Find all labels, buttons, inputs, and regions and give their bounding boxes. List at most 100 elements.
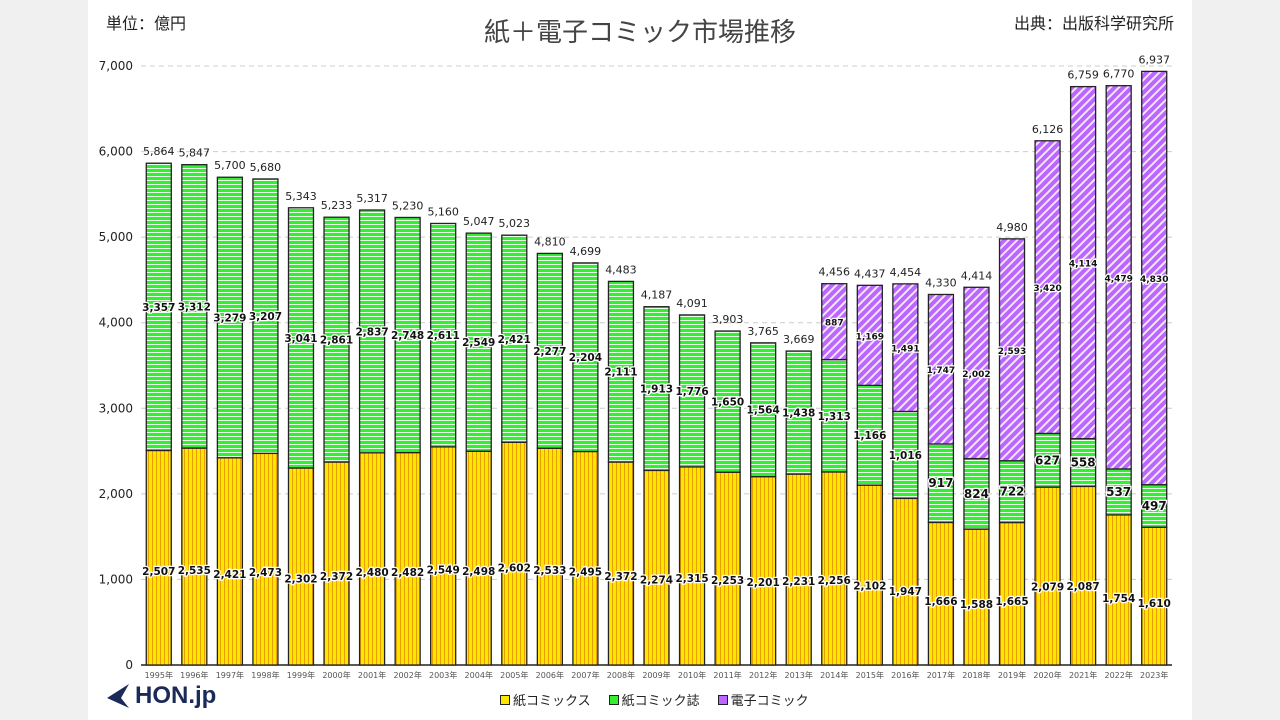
data-label: 2,549: [462, 337, 495, 349]
bar-segment: [856, 484, 883, 666]
bar-segment: [323, 461, 350, 666]
data-label: 1,016: [889, 450, 922, 462]
total-label: 4,187: [641, 289, 673, 302]
bar-segment: [430, 446, 457, 666]
x-tick-label: 2018年: [962, 670, 990, 680]
x-tick-label: 2008年: [607, 670, 635, 680]
legend-swatch: [500, 694, 510, 705]
bar-segment: [785, 473, 812, 666]
x-tick-label: 2002年: [393, 670, 421, 680]
bar-segment: [287, 467, 315, 666]
data-label: 1,666: [924, 596, 957, 608]
x-tick-label: 2021年: [1069, 670, 1097, 680]
y-tick-label: 5,000: [99, 230, 133, 244]
bar-segment: [998, 460, 1026, 524]
legend-label: 電子コミック: [730, 694, 809, 709]
x-tick-label: 1999年: [287, 670, 315, 680]
data-label: 2,302: [284, 573, 317, 585]
data-label: 2,480: [355, 567, 388, 579]
bar-segment: [1069, 485, 1097, 666]
x-tick-label: 2023年: [1140, 670, 1168, 680]
bar-segment: [607, 280, 635, 463]
bar-segment: [678, 466, 706, 666]
bar-segment: [430, 222, 457, 448]
x-tick-label: 2017年: [927, 670, 955, 680]
x-tick-label: 2007年: [571, 670, 599, 680]
data-label: 558: [1071, 456, 1096, 470]
x-tick-label: 2003年: [429, 670, 457, 680]
hon-jp-logo: HON.jp: [105, 682, 216, 710]
legend-label: 紙コミックス: [513, 694, 591, 709]
data-label: 1,665: [995, 596, 1028, 608]
total-label: 5,160: [427, 205, 459, 218]
bar-segment: [145, 449, 172, 666]
data-label: 722: [999, 485, 1024, 499]
total-label: 3,903: [712, 313, 744, 326]
bar-segment: [465, 232, 492, 452]
bar-segment: [963, 286, 990, 460]
x-tick-label: 2022年: [1104, 670, 1132, 680]
bar-segment: [998, 521, 1026, 666]
bar-segment: [1105, 514, 1132, 666]
bar-segment: [216, 457, 244, 666]
data-label: 2,593: [998, 347, 1026, 357]
total-label: 5,864: [143, 145, 175, 158]
total-label: 4,456: [819, 266, 851, 279]
bar-segment: [572, 450, 599, 666]
data-label: 2,002: [962, 370, 990, 380]
unit-label: 単位：億円: [106, 14, 187, 33]
bar-segment: [252, 178, 279, 455]
x-tick-label: 2009年: [642, 670, 670, 680]
bar-segment: [536, 252, 563, 449]
bar-segment: [963, 457, 990, 530]
bar-segment: [750, 476, 777, 666]
data-label: 2,421: [498, 334, 531, 346]
data-label: 1,610: [1138, 598, 1171, 610]
y-tick-label: 4,000: [99, 316, 133, 330]
bar-segment: [821, 471, 848, 666]
data-label: 2,231: [782, 576, 815, 588]
total-label: 4,980: [996, 221, 1028, 234]
bar-segment: [821, 283, 848, 361]
data-label: 2,256: [818, 575, 851, 587]
legend: 紙コミックス 紙コミック誌 電子コミック: [500, 690, 809, 709]
total-label: 3,765: [747, 325, 779, 338]
bar-segment: [892, 410, 919, 500]
x-tick-label: 2019年: [998, 670, 1026, 680]
data-label: 1,169: [856, 332, 884, 342]
total-label: 5,343: [285, 190, 317, 203]
x-tick-label: 2012年: [749, 670, 777, 680]
bar-segment: [750, 342, 777, 478]
bar-segment: [998, 238, 1026, 462]
x-tick-label: 1996年: [180, 670, 208, 680]
data-label: 497: [1142, 499, 1167, 513]
data-label: 1,588: [960, 599, 993, 611]
legend-swatch: [608, 694, 619, 705]
data-label: 2,533: [533, 565, 566, 577]
x-tick-label: 1997年: [216, 670, 244, 680]
source-label: 出典：出版科学研究所: [1013, 14, 1174, 33]
data-label: 1,747: [927, 366, 955, 376]
bar-segment: [287, 207, 315, 469]
y-tick-label: 1,000: [99, 572, 133, 586]
data-label: 1,650: [711, 397, 744, 409]
data-label: 2,204: [569, 352, 602, 364]
data-label: 1,754: [1102, 593, 1135, 605]
data-label: 2,102: [853, 580, 886, 592]
legend-swatch: [717, 694, 728, 705]
total-label: 5,680: [250, 161, 282, 174]
data-label: 824: [964, 487, 989, 501]
data-label: 2,507: [142, 566, 175, 578]
legend-item-comic-magazines: 紙コミック誌: [608, 690, 700, 709]
bar-segment: [358, 452, 386, 666]
data-label: 4,830: [1140, 275, 1168, 285]
y-tick-label: 3,000: [99, 401, 133, 415]
data-label: 1,166: [853, 430, 886, 442]
x-tick-label: 2001年: [358, 670, 386, 680]
bar-segment: [821, 358, 848, 473]
legend-item-paper-comics: 紙コミックス: [500, 690, 591, 709]
bar-segment: [536, 447, 563, 666]
bar-segment: [678, 314, 706, 468]
data-label: 2,087: [1067, 581, 1100, 593]
